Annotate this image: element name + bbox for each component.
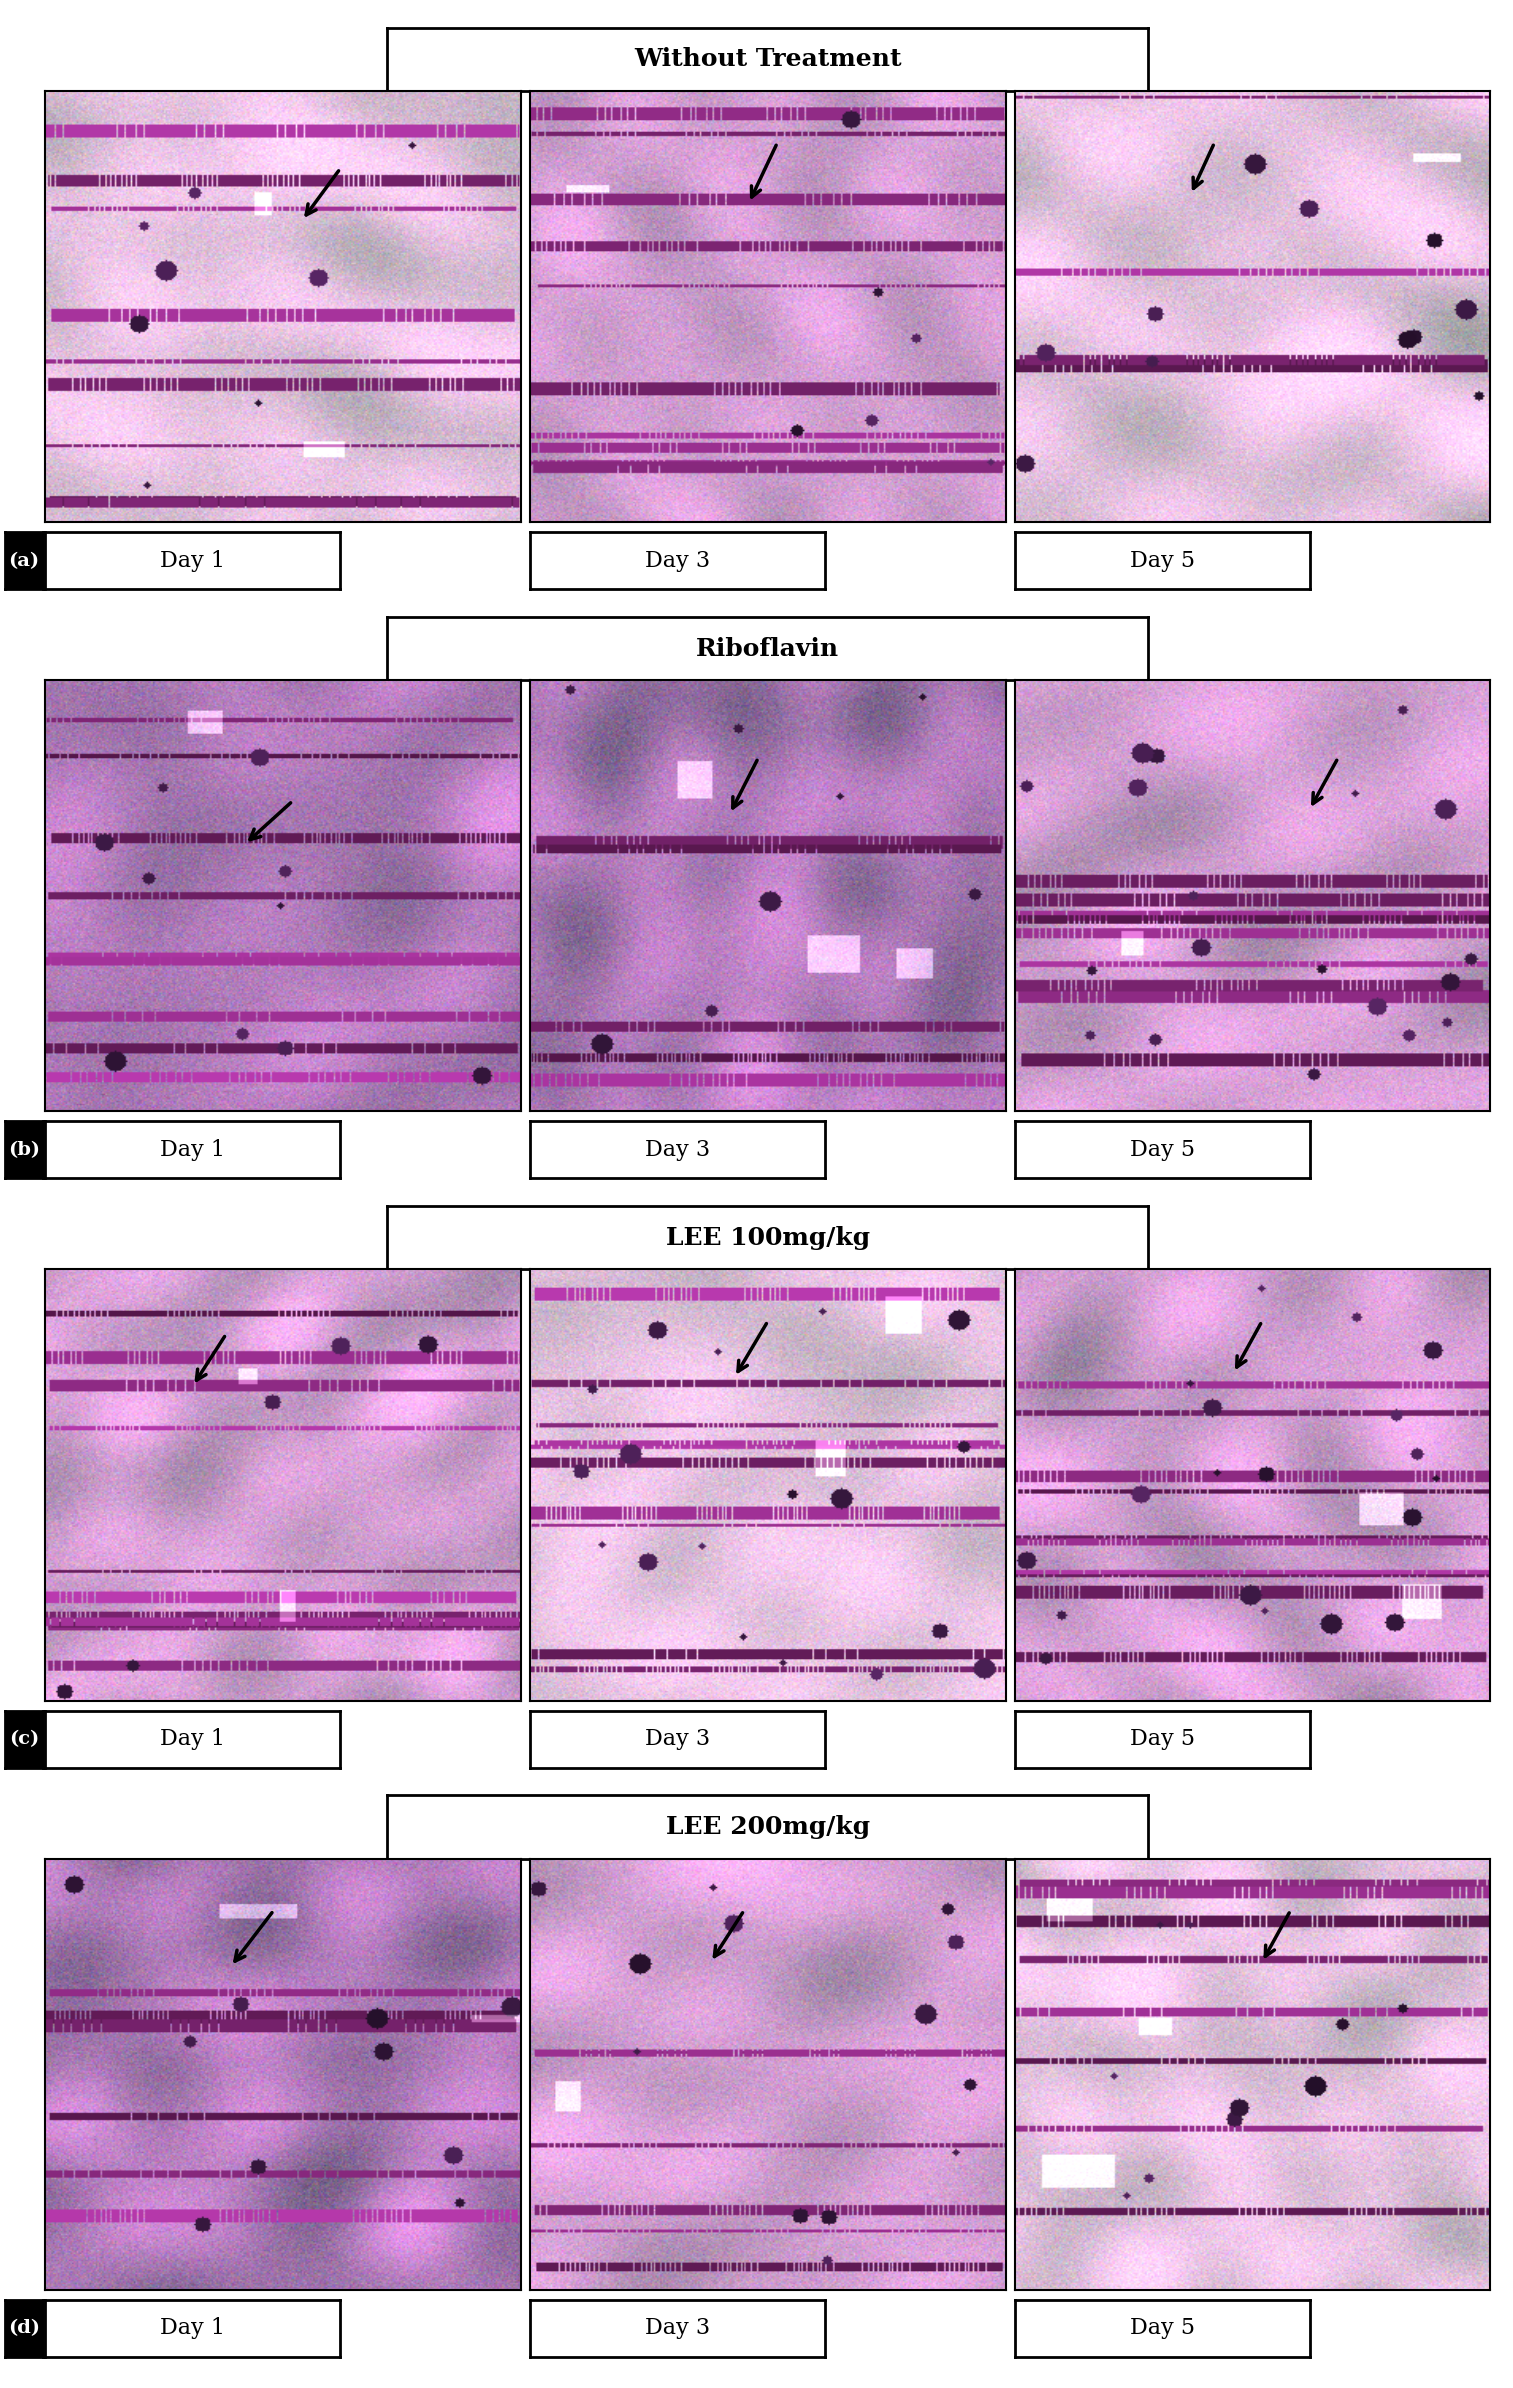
Text: Day 3: Day 3: [645, 549, 710, 571]
Text: Day 5: Day 5: [1130, 549, 1195, 571]
Text: LEE 100mg/kg: LEE 100mg/kg: [666, 1225, 870, 1249]
Text: Day 3: Day 3: [645, 1729, 710, 1750]
Text: Day 1: Day 1: [160, 1729, 225, 1750]
Text: (a): (a): [8, 552, 39, 571]
Text: Day 3: Day 3: [645, 2316, 710, 2340]
Text: Day 5: Day 5: [1130, 2316, 1195, 2340]
Text: Day 5: Day 5: [1130, 1729, 1195, 1750]
Text: LEE 200mg/kg: LEE 200mg/kg: [666, 1815, 870, 1839]
Text: Day 3: Day 3: [645, 1139, 710, 1161]
Text: Day 1: Day 1: [160, 2316, 225, 2340]
Text: (b): (b): [8, 1141, 39, 1158]
Text: Without Treatment: Without Treatment: [634, 48, 902, 72]
Text: (c): (c): [9, 1731, 39, 1748]
Text: (d): (d): [8, 2319, 39, 2338]
Text: Day 1: Day 1: [160, 1139, 225, 1161]
Text: Riboflavin: Riboflavin: [696, 638, 840, 661]
Text: Day 5: Day 5: [1130, 1139, 1195, 1161]
Text: Day 1: Day 1: [160, 549, 225, 571]
